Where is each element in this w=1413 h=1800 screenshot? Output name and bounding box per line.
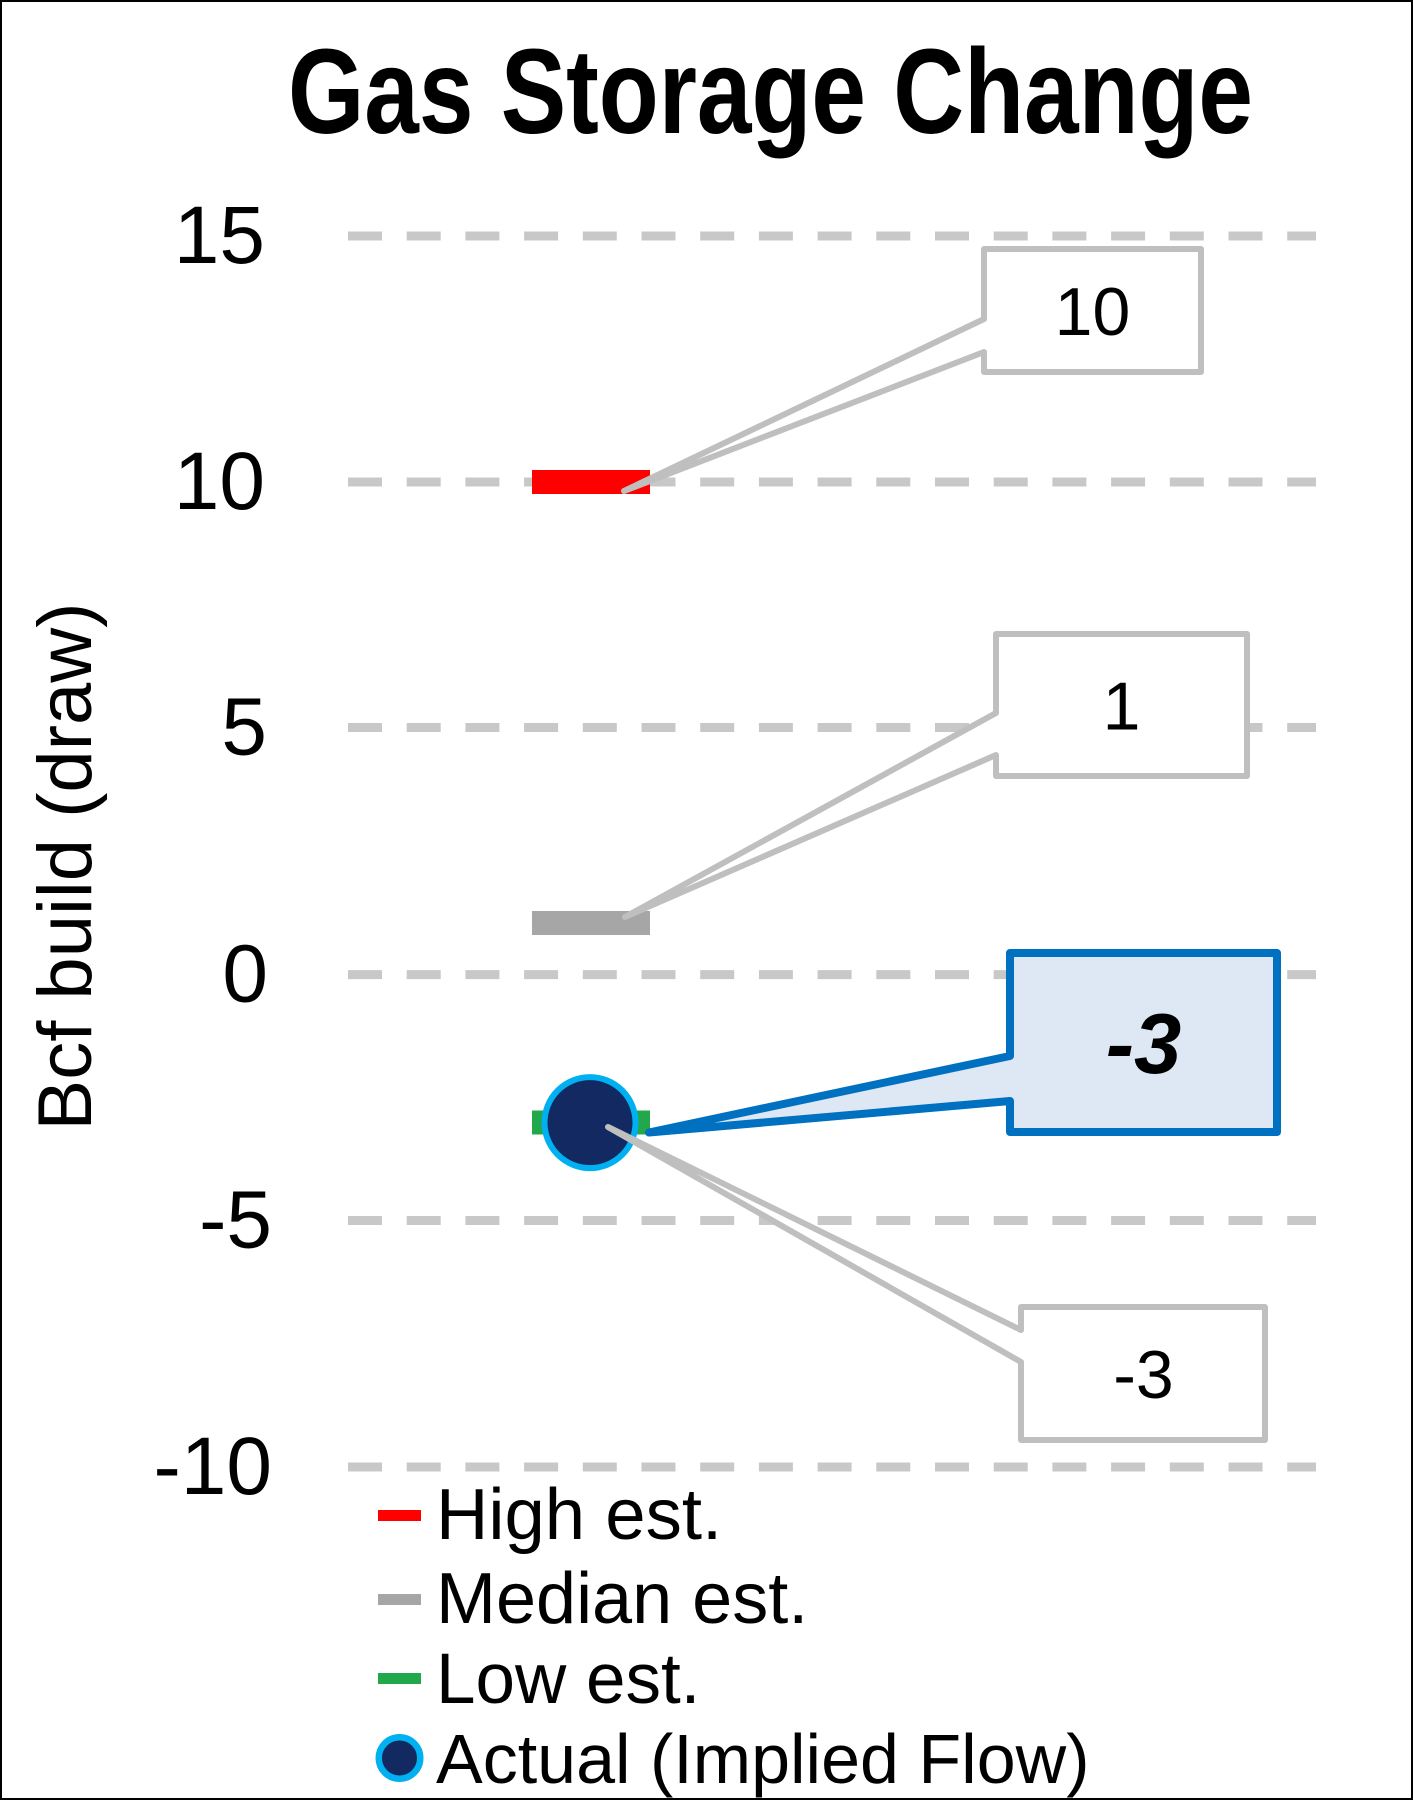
svg-text:10: 10	[1055, 274, 1131, 350]
svg-text:10: 10	[174, 436, 265, 527]
svg-text:0: 0	[222, 929, 268, 1020]
svg-text:15: 15	[174, 190, 265, 281]
svg-text:Gas Storage Change: Gas Storage Change	[288, 23, 1253, 159]
svg-text:-10: -10	[153, 1421, 272, 1512]
svg-text:Median est.: Median est.	[436, 1559, 808, 1639]
svg-text:High est.: High est.	[436, 1474, 722, 1555]
svg-text:Low est.: Low est.	[436, 1640, 700, 1719]
svg-text:Actual (Implied Flow): Actual (Implied Flow)	[436, 1720, 1090, 1798]
svg-text:-3: -3	[1113, 1337, 1173, 1413]
svg-text:5: 5	[221, 682, 267, 773]
svg-text:Bcf build (draw): Bcf build (draw)	[23, 603, 108, 1131]
svg-text:1: 1	[1103, 669, 1141, 745]
svg-text:-3: -3	[1106, 997, 1182, 1092]
svg-text:-5: -5	[199, 1175, 272, 1266]
